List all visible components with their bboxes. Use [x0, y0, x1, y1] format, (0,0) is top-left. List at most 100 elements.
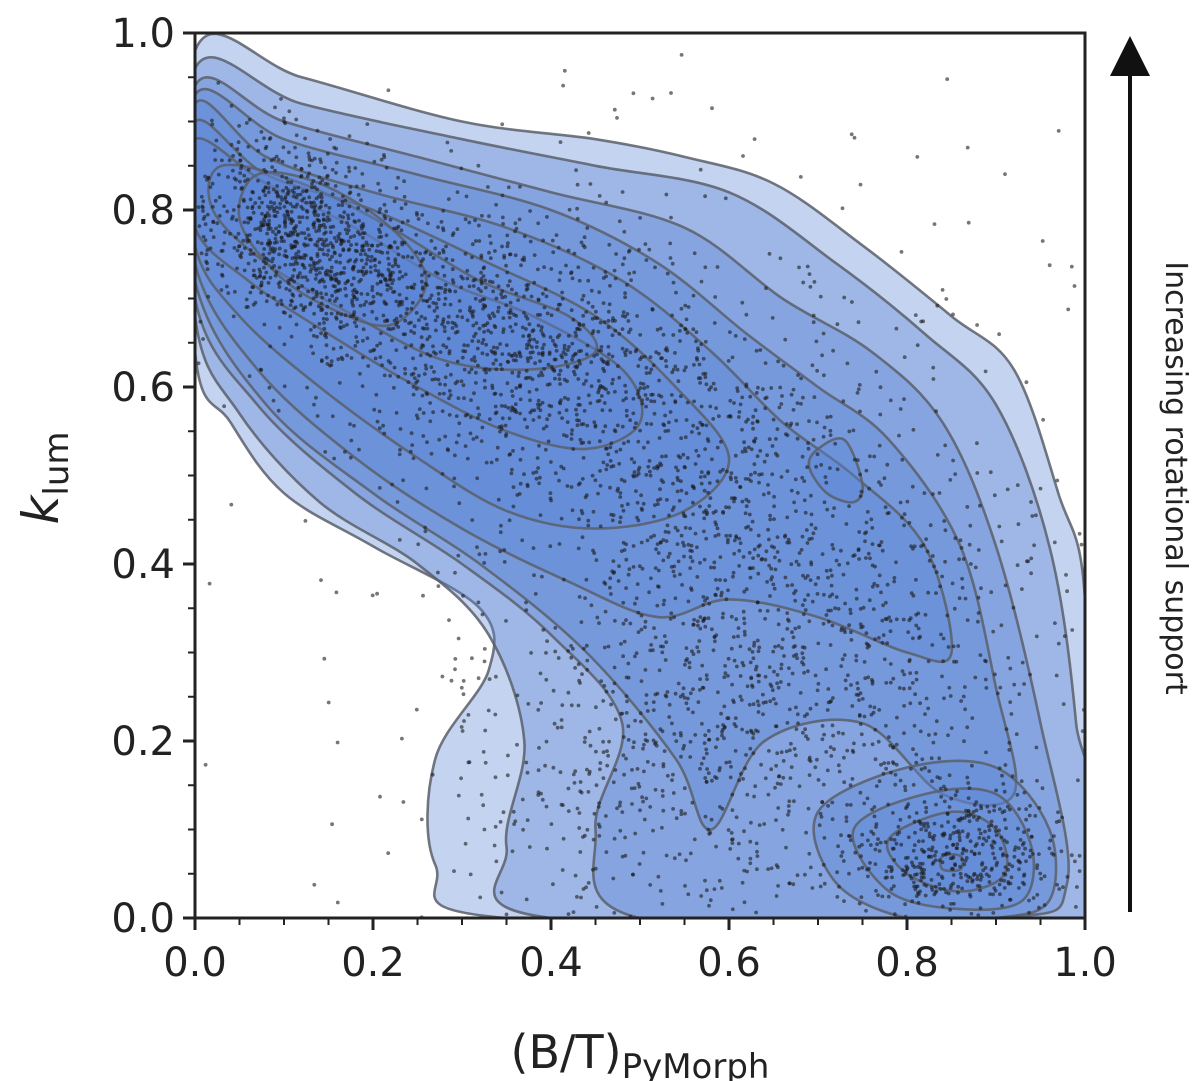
- scatter-point: [476, 676, 481, 681]
- scatter-point: [320, 237, 324, 242]
- scatter-point: [403, 272, 408, 277]
- scatter-point: [452, 869, 456, 873]
- scatter-point: [651, 738, 656, 743]
- scatter-point: [753, 436, 758, 441]
- scatter-point: [386, 267, 391, 272]
- scatter-point: [319, 195, 324, 200]
- scatter-point: [325, 304, 330, 309]
- scatter-point: [748, 575, 753, 580]
- scatter-point: [231, 214, 235, 219]
- y-tick-label: 0.2: [111, 719, 175, 765]
- scatter-point: [742, 629, 747, 634]
- scatter-point: [220, 158, 224, 163]
- scatter-point: [500, 122, 505, 127]
- scatter-point: [710, 627, 714, 632]
- scatter-point: [696, 700, 701, 704]
- scatter-point: [935, 453, 940, 457]
- scatter-point: [955, 789, 959, 794]
- scatter-point: [277, 224, 282, 229]
- scatter-point: [878, 840, 883, 845]
- scatter-point: [871, 607, 876, 611]
- scatter-point: [948, 694, 953, 698]
- scatter-point: [493, 352, 498, 356]
- scatter-point: [702, 529, 706, 534]
- scatter-point: [974, 808, 979, 813]
- scatter-point: [398, 427, 403, 431]
- scatter-point: [317, 223, 322, 228]
- scatter-point: [914, 577, 918, 582]
- scatter-point: [963, 596, 968, 601]
- scatter-point: [854, 653, 859, 658]
- scatter-point: [631, 544, 636, 548]
- scatter-point: [325, 268, 329, 273]
- scatter-point: [768, 699, 773, 704]
- scatter-point: [201, 199, 206, 204]
- scatter-point: [589, 384, 594, 389]
- scatter-point: [378, 207, 382, 211]
- scatter-point: [810, 599, 815, 604]
- scatter-point: [877, 779, 882, 784]
- scatter-point: [213, 158, 218, 162]
- density-contour-level-6: [851, 787, 1036, 912]
- scatter-point: [931, 492, 935, 496]
- scatter-point: [930, 779, 934, 783]
- scatter-point: [893, 912, 897, 917]
- scatter-point: [585, 658, 590, 663]
- scatter-point: [752, 640, 757, 645]
- scatter-point: [922, 849, 927, 854]
- scatter-point: [809, 493, 813, 498]
- scatter-point: [819, 815, 824, 819]
- scatter-point: [842, 295, 847, 300]
- scatter-point: [751, 414, 756, 419]
- scatter-point: [338, 271, 343, 276]
- scatter-point: [987, 880, 992, 884]
- scatter-point: [779, 666, 784, 671]
- scatter-point: [486, 185, 490, 189]
- scatter-point: [210, 118, 214, 123]
- scatter-point: [997, 828, 1001, 833]
- scatter-point: [334, 296, 339, 301]
- scatter-point: [924, 883, 929, 888]
- scatter-point: [723, 664, 727, 668]
- scatter-point: [619, 477, 624, 482]
- scatter-point: [610, 569, 615, 574]
- scatter-point: [452, 476, 457, 481]
- scatter-point: [796, 373, 800, 377]
- scatter-point: [393, 262, 398, 267]
- scatter-point: [709, 817, 714, 822]
- scatter-point: [561, 836, 566, 841]
- scatter-point: [1017, 886, 1021, 890]
- scatter-point: [623, 291, 627, 295]
- scatter-point: [806, 593, 810, 597]
- scatter-point: [892, 579, 897, 584]
- scatter-point: [815, 688, 820, 693]
- scatter-point: [886, 894, 891, 899]
- scatter-point: [764, 700, 768, 704]
- scatter-point: [353, 166, 358, 170]
- scatter-point: [698, 504, 702, 509]
- scatter-point: [761, 692, 765, 697]
- scatter-point: [258, 367, 263, 372]
- scatter-point: [423, 316, 427, 321]
- scatter-point: [498, 429, 502, 434]
- scatter-point: [636, 610, 641, 615]
- scatter-point: [770, 472, 775, 477]
- scatter-point: [354, 242, 359, 247]
- scatter-point: [545, 639, 549, 643]
- scatter-point: [273, 105, 277, 110]
- scatter-point: [378, 279, 383, 284]
- scatter-point: [769, 544, 774, 549]
- scatter-point: [530, 345, 534, 349]
- scatter-point: [446, 314, 451, 319]
- scatter-point: [652, 399, 657, 404]
- scatter-point: [635, 515, 639, 520]
- scatter-point: [488, 417, 492, 421]
- scatter-point: [573, 666, 577, 670]
- scatter-point: [810, 886, 815, 890]
- scatter-point: [706, 490, 710, 495]
- scatter-point: [643, 242, 648, 247]
- scatter-point: [748, 856, 753, 861]
- scatter-point: [695, 545, 699, 550]
- scatter-point: [448, 302, 453, 307]
- scatter-point: [365, 336, 370, 341]
